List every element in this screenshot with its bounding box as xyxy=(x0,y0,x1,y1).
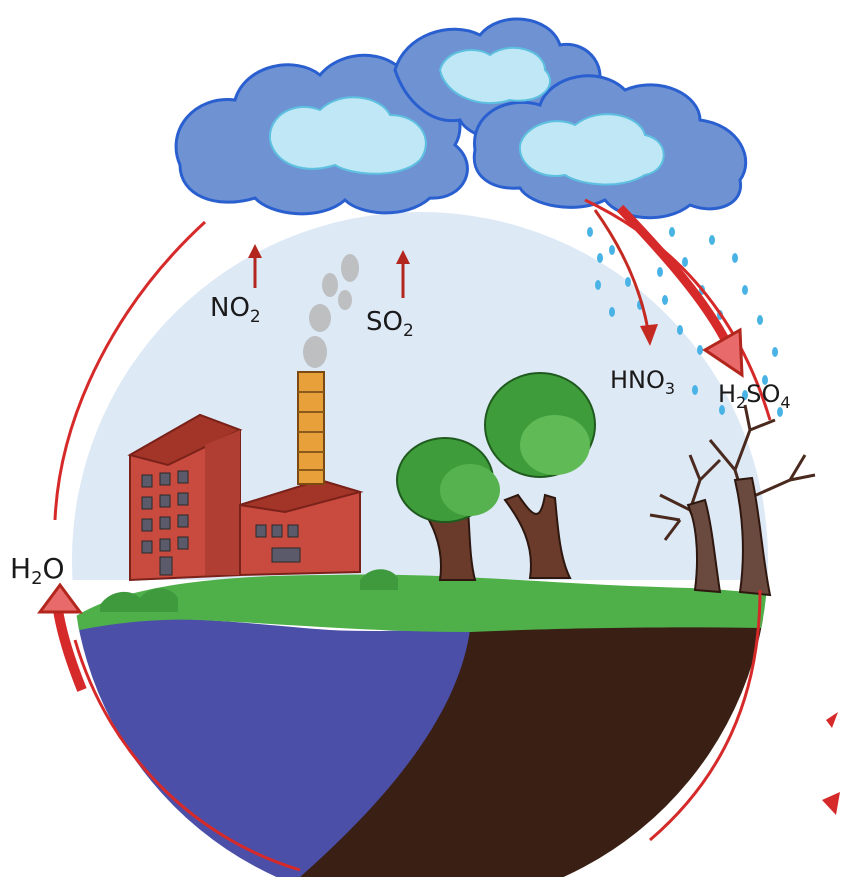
hno3-arrow xyxy=(593,209,650,331)
label-no2: NO2 xyxy=(210,293,261,327)
rain-drops xyxy=(587,227,783,417)
healthy-trees xyxy=(396,372,596,581)
h2so4-arrow xyxy=(616,204,733,348)
cycle-arc-left xyxy=(53,220,207,521)
chimney xyxy=(297,371,325,485)
factory xyxy=(127,254,364,582)
cycle-arc-lower-right xyxy=(649,589,762,842)
label-so2: SO2 xyxy=(366,307,414,341)
cycle-arc-right xyxy=(584,198,772,421)
label-h2so4: H2SO4 xyxy=(718,380,791,412)
label-hno3: HNO3 xyxy=(610,366,675,398)
label-h2o: H2O xyxy=(10,552,65,589)
clouds xyxy=(174,17,748,220)
cycle-arc-bottom xyxy=(73,639,301,872)
smoke xyxy=(303,254,359,368)
grass-hill xyxy=(72,574,768,632)
h2o-arrow-shaft xyxy=(53,609,87,692)
h2o-arrow-head xyxy=(37,582,83,614)
